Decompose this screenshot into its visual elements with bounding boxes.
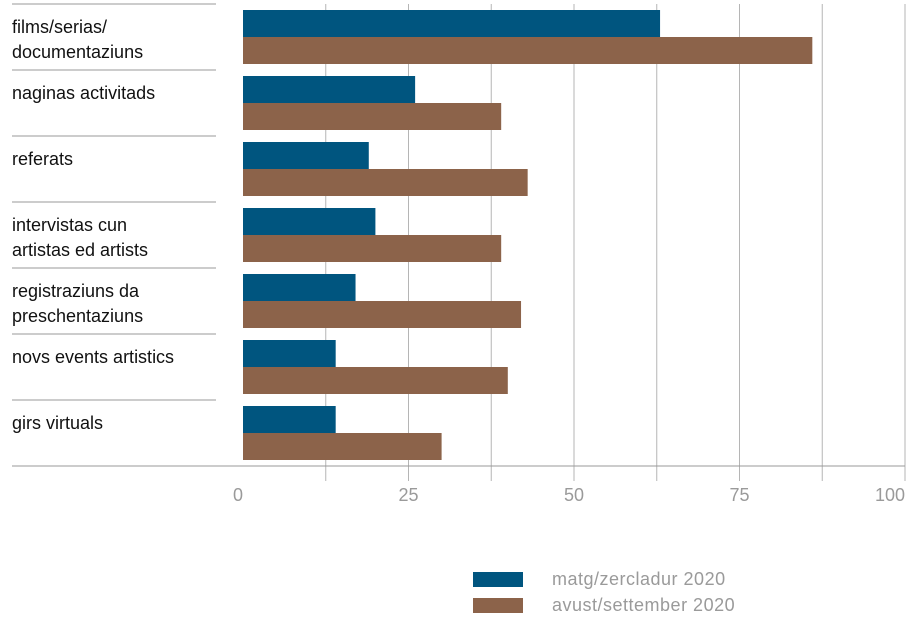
category-label-3: intervistas cun artistas ed artists xyxy=(12,213,227,263)
category-label-5: novs events artistics xyxy=(12,345,227,370)
bar-s1-c5 xyxy=(243,367,508,394)
x-tick-label-25: 25 xyxy=(398,485,418,505)
bar-s1-c4 xyxy=(243,301,522,328)
category-label-0: films/serias/documentaziuns xyxy=(12,15,227,65)
legend-item-0: matg/zercladur 2020 xyxy=(473,566,735,592)
x-tick-label-50: 50 xyxy=(564,485,584,505)
bar-s0-c1 xyxy=(243,76,416,103)
category-label-line: films/serias/ xyxy=(12,17,108,37)
category-label-line: preschentaziuns xyxy=(12,306,144,326)
legend-swatch xyxy=(473,597,523,613)
bar-s0-c4 xyxy=(243,274,356,301)
category-label-line: referats xyxy=(12,149,74,169)
bar-s1-c3 xyxy=(243,235,502,262)
bar-s0-c0 xyxy=(243,10,661,37)
category-label-2: referats xyxy=(12,147,227,172)
bar-s1-c2 xyxy=(243,169,528,196)
category-label-line: girs virtuals xyxy=(12,413,104,433)
category-label-1: naginas activitads xyxy=(12,81,227,106)
bar-s1-c1 xyxy=(243,103,502,130)
x-tick-label-100: 100 xyxy=(875,485,905,505)
category-label-line: naginas activitads xyxy=(12,83,156,103)
category-label-line: artistas ed artists xyxy=(12,240,149,260)
bar-s1-c6 xyxy=(243,433,442,460)
legend-label: avust/settember 2020 xyxy=(552,594,736,615)
bar-s0-c5 xyxy=(243,340,336,367)
bar-s1-c0 xyxy=(243,37,813,64)
category-label-6: girs virtuals xyxy=(12,411,227,436)
bar-s0-c2 xyxy=(243,142,369,169)
legend-label: matg/zercladur 2020 xyxy=(552,568,726,589)
legend-item-1: avust/settember 2020 xyxy=(473,592,735,618)
category-label-line: registraziuns da xyxy=(12,281,140,301)
legend-swatch xyxy=(473,571,523,587)
x-tick-label-0: 0 xyxy=(233,485,243,505)
bar-s0-c3 xyxy=(243,208,376,235)
category-label-line: novs events artistics xyxy=(12,347,175,367)
category-label-line: intervistas cun xyxy=(12,215,128,235)
category-label-4: registraziuns da preschentaziuns xyxy=(12,279,227,329)
legend: matg/zercladur 2020 avust/settember 2020 xyxy=(473,566,735,618)
x-tick-label-75: 75 xyxy=(729,485,749,505)
bar-s0-c6 xyxy=(243,406,336,433)
category-label-line: documentaziuns xyxy=(12,42,144,62)
